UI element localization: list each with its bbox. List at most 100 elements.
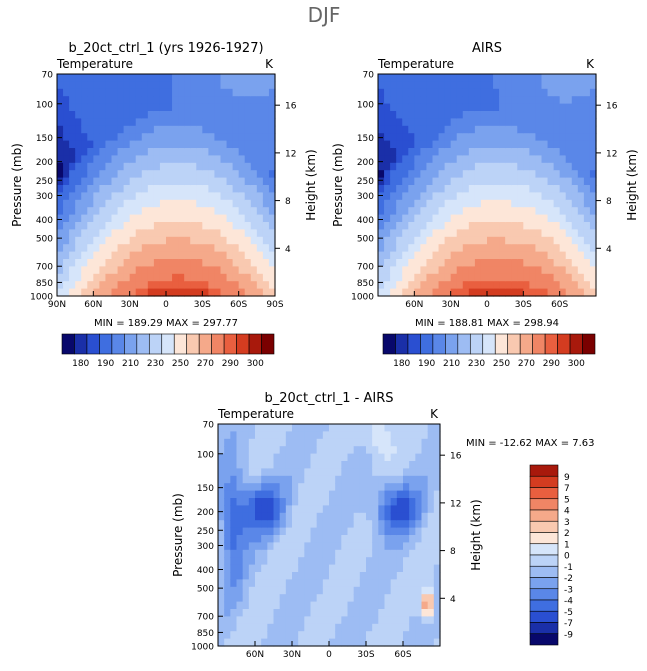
field-cell bbox=[224, 631, 231, 640]
field-cell bbox=[248, 431, 256, 440]
field-cell bbox=[487, 74, 494, 82]
field-cell bbox=[427, 475, 435, 484]
field-cell bbox=[408, 251, 415, 260]
field-cell bbox=[255, 638, 262, 647]
field-cell bbox=[255, 542, 262, 551]
field-cell bbox=[123, 244, 131, 253]
field-cell bbox=[427, 490, 435, 499]
field-cell bbox=[529, 103, 537, 112]
field-cell bbox=[147, 162, 155, 171]
field-cell bbox=[474, 74, 482, 82]
field-cell bbox=[420, 103, 428, 112]
field-cell bbox=[384, 133, 391, 142]
field-cell bbox=[159, 162, 167, 171]
y2-tick-label: 16 bbox=[450, 452, 462, 462]
field-cell bbox=[415, 520, 423, 529]
field-cell bbox=[232, 288, 240, 297]
field-cell bbox=[262, 288, 270, 297]
colorbar-box bbox=[99, 333, 113, 355]
field-cell bbox=[111, 199, 119, 208]
field-cell bbox=[366, 549, 373, 558]
field-cell bbox=[262, 88, 270, 97]
field-cell bbox=[408, 288, 415, 297]
colorbar-label: 190 bbox=[418, 359, 435, 369]
field-cell bbox=[69, 118, 76, 127]
field-cell bbox=[135, 185, 143, 193]
field-cell bbox=[190, 185, 197, 193]
field-cell bbox=[366, 609, 373, 617]
field-cell bbox=[403, 468, 410, 477]
field-cell bbox=[69, 74, 76, 82]
field-cell bbox=[396, 490, 404, 499]
field-cell bbox=[432, 96, 440, 105]
field-cell bbox=[372, 638, 379, 647]
field-cell bbox=[577, 170, 585, 179]
field-cell bbox=[230, 535, 238, 543]
field-cell bbox=[268, 199, 276, 208]
field-cell bbox=[541, 251, 549, 260]
field-cell bbox=[273, 579, 281, 588]
field-cell bbox=[111, 244, 119, 253]
field-cell bbox=[226, 236, 234, 245]
field-cell bbox=[202, 81, 209, 90]
field-cell bbox=[75, 281, 82, 290]
field-cell bbox=[129, 118, 137, 127]
field-cell bbox=[414, 177, 421, 186]
field-cell bbox=[480, 81, 488, 90]
field-cell bbox=[553, 236, 561, 245]
field-cell bbox=[93, 177, 100, 186]
field-cell bbox=[571, 236, 579, 245]
field-cell bbox=[236, 638, 244, 647]
field-cell bbox=[81, 251, 88, 260]
field-cell bbox=[230, 512, 238, 521]
field-cell bbox=[359, 453, 367, 462]
field-cell bbox=[462, 111, 470, 119]
field-cell bbox=[396, 244, 403, 253]
field-cell bbox=[230, 520, 238, 529]
field-cell bbox=[75, 207, 82, 216]
field-cell bbox=[267, 572, 275, 580]
field-cell bbox=[230, 438, 238, 447]
field-cell bbox=[414, 207, 421, 216]
field-cell bbox=[250, 222, 258, 230]
field-cell bbox=[359, 446, 367, 455]
field-cell bbox=[87, 155, 94, 164]
field-cell bbox=[589, 236, 597, 245]
field-cell bbox=[384, 273, 391, 282]
field-cell bbox=[493, 148, 500, 156]
field-cell bbox=[250, 170, 258, 179]
field-cell bbox=[427, 594, 435, 603]
field-cell bbox=[256, 118, 264, 127]
field-cell bbox=[214, 229, 222, 238]
field-cell bbox=[329, 609, 336, 617]
field-cell bbox=[468, 170, 476, 179]
field-cell bbox=[69, 155, 76, 164]
field-cell bbox=[226, 88, 234, 97]
field-cell bbox=[172, 111, 179, 119]
field-cell bbox=[462, 288, 470, 297]
field-cell bbox=[261, 483, 268, 492]
field-cell bbox=[208, 118, 216, 127]
field-cell bbox=[262, 244, 270, 253]
field-cell bbox=[359, 549, 367, 558]
field-cell bbox=[396, 594, 404, 603]
y-tick-label: 250 bbox=[197, 527, 214, 537]
field-cell bbox=[487, 266, 494, 275]
field-cell bbox=[93, 155, 100, 164]
field-cell bbox=[224, 557, 231, 566]
field-cell bbox=[262, 162, 270, 171]
field-cell bbox=[547, 81, 555, 90]
field-cell bbox=[190, 88, 197, 97]
field-cell bbox=[111, 170, 119, 179]
field-cell bbox=[433, 631, 441, 640]
field-cell bbox=[93, 259, 100, 267]
field-cell bbox=[474, 199, 482, 208]
field-cell bbox=[208, 222, 216, 230]
colorbar-box bbox=[529, 588, 559, 601]
field-cell bbox=[153, 214, 161, 223]
field-cell bbox=[117, 96, 125, 105]
field-cell bbox=[468, 192, 476, 201]
field-cell bbox=[202, 244, 209, 253]
field-cell bbox=[547, 214, 555, 223]
field-cell bbox=[232, 222, 240, 230]
